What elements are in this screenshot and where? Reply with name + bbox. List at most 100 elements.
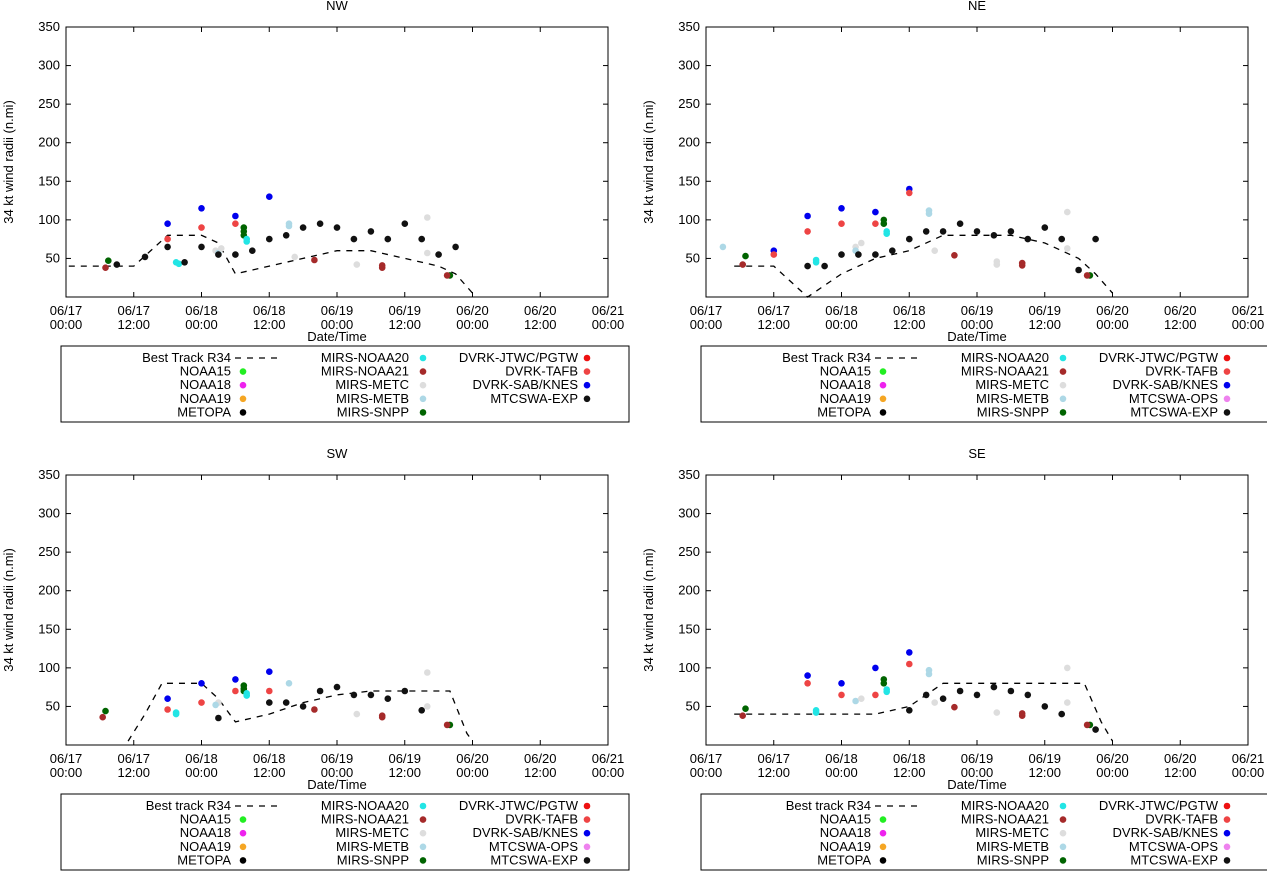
legend-label: MIRS-SNPP <box>337 852 409 867</box>
x-tick-label: 06/20 <box>524 303 557 318</box>
y-axis-label: 34 kt wind radii (n.mi) <box>1 548 16 672</box>
x-tick-label: 06/20 <box>1096 751 1129 766</box>
panel-ne: NE 350 300 250 200 150 100 50 34 kt wind radii (… <box>641 0 1267 423</box>
data-point <box>452 243 459 251</box>
data-point <box>990 232 998 239</box>
legend-label: MIRS-NOAA21 <box>321 812 409 827</box>
x-tick-label: 12:00 <box>388 317 421 332</box>
legend-point-symbol <box>239 816 247 823</box>
x-tick-label: 06/19 <box>1028 751 1061 766</box>
y-axis-label: 34 kt wind radii (n.mi) <box>641 548 656 672</box>
x-tick-label: 06/20 <box>1164 303 1197 318</box>
data-point <box>852 697 859 705</box>
legend-point-symbol <box>1059 829 1067 837</box>
x-tick-label: 06/19 <box>388 303 421 318</box>
legend-label: MIRS-NOAA21 <box>961 364 1049 379</box>
plot-frame <box>705 26 1249 298</box>
data-point <box>838 205 845 212</box>
legend-point-symbol <box>419 802 427 810</box>
x-tick-label: 12:00 <box>757 317 790 332</box>
data-point <box>855 251 862 258</box>
x-tick-label: 06/20 <box>1164 751 1197 766</box>
data-point <box>198 205 205 212</box>
x-tick-label: 06/18 <box>893 751 926 766</box>
legend-point-symbol <box>239 395 247 403</box>
legend-label: NOAA18 <box>180 825 231 840</box>
legend-point-symbol <box>879 381 887 389</box>
x-tick-label: 00:00 <box>592 765 625 780</box>
data-point <box>1092 726 1099 733</box>
x-axis-label: Date/Time <box>947 329 1006 344</box>
data-point <box>232 251 239 258</box>
data-point <box>266 699 273 706</box>
y-axis-label: 34 kt wind radii (n.mi) <box>1 100 16 224</box>
x-tick-label: 00:00 <box>50 765 83 780</box>
legend-point-symbol <box>239 857 247 864</box>
y-tick-label: 50 <box>686 698 700 713</box>
x-axis-label: Date/Time <box>947 777 1006 792</box>
data-point <box>164 706 171 713</box>
x-axis-label: Date/Time <box>307 777 366 792</box>
data-point <box>973 691 981 699</box>
best-track-line <box>734 234 1113 298</box>
legend-label: MIRS-NOAA20 <box>321 798 409 813</box>
data-point <box>105 257 112 265</box>
data-point <box>384 235 392 243</box>
data-point <box>1064 699 1071 706</box>
panel-se: SE 350 300 250 200 150 100 50 34 kt wind radii (… <box>641 446 1267 871</box>
x-tick-label: 06/17 <box>757 303 790 318</box>
data-point <box>925 670 933 678</box>
legend-point-symbol <box>419 829 427 837</box>
data-point <box>951 703 958 711</box>
y-tick-label: 100 <box>38 212 60 227</box>
x-tick-label: 06/18 <box>253 303 286 318</box>
legend-label: MIRS-METC <box>975 825 1049 840</box>
legend-label: NOAA15 <box>820 364 871 379</box>
x-tick-label: 12:00 <box>1028 317 1061 332</box>
legend-point-symbol <box>1223 409 1231 416</box>
data-point <box>993 261 1001 268</box>
x-tick-label: 06/17 <box>117 303 150 318</box>
legend-point-symbol <box>583 802 591 810</box>
data-point <box>435 251 442 258</box>
x-tick-label: 06/18 <box>825 751 858 766</box>
x-tick-label: 06/20 <box>456 303 489 318</box>
data-point <box>164 235 171 243</box>
data-point <box>872 251 879 258</box>
data-point <box>922 228 930 235</box>
legend-point-symbol <box>1223 857 1231 864</box>
legend-label: MIRS-NOAA20 <box>321 350 409 365</box>
legend-label: NOAA15 <box>180 364 231 379</box>
legend-point-symbol <box>239 381 247 389</box>
legend-point-symbol <box>1223 381 1231 389</box>
legend-point-symbol <box>1059 368 1067 375</box>
x-tick-label: 00:00 <box>825 317 858 332</box>
legend-label: METOPA <box>817 404 871 419</box>
data-point <box>333 224 341 231</box>
y-tick-label: 250 <box>678 544 700 559</box>
legend-point-symbol <box>419 368 427 375</box>
data-point <box>739 712 746 719</box>
legend-label: MIRS-SNPP <box>977 852 1049 867</box>
data-point <box>880 680 888 687</box>
legend-box <box>700 345 1267 423</box>
data-point <box>1064 664 1071 672</box>
data-point <box>1058 235 1065 243</box>
data-point <box>249 247 256 254</box>
data-point <box>299 224 307 231</box>
legend-point-symbol <box>583 857 591 864</box>
legend-point-symbol <box>583 829 591 837</box>
x-tick-label: 00:00 <box>185 317 218 332</box>
plot-frame <box>705 474 1249 746</box>
data-point <box>285 222 293 230</box>
legend-label: MIRS-NOAA20 <box>961 350 1049 365</box>
data-point <box>1041 703 1049 710</box>
data-point <box>282 232 290 239</box>
legend-point-symbol <box>1059 843 1067 851</box>
legend-point-symbol <box>419 409 427 416</box>
data-point <box>906 707 913 714</box>
panel-sw: SW 350 300 250 200 150 100 50 34 kt wind radii (… <box>1 446 630 871</box>
legend-label: MIRS-METC <box>335 825 409 840</box>
chart-title: NE <box>968 0 986 13</box>
y-tick-label: 300 <box>678 58 700 73</box>
